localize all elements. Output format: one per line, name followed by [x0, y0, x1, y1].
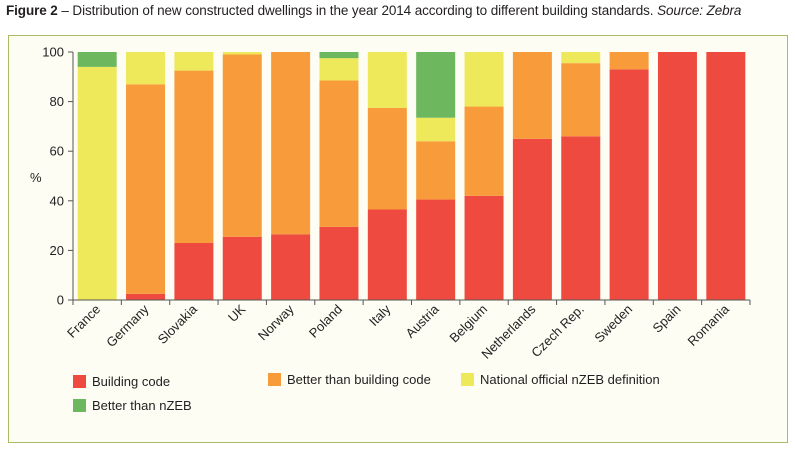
- bar-belgium-better-than-building-code: [464, 106, 504, 196]
- bar-czech-rep-building-code: [561, 136, 601, 300]
- legend-label-better-than-building-code: Better than building code: [287, 372, 431, 387]
- chart-frame: 0 20 40 60 80 100% France Germany Slovakia UK Norw…: [8, 35, 788, 443]
- bar-netherlands-building-code: [512, 138, 552, 300]
- bar-germany-better-than-building-code: [126, 84, 166, 294]
- bar-norway-building-code: [271, 234, 311, 300]
- y-tick-label-80: 80: [50, 94, 64, 109]
- bar-belgium-building-code: [464, 195, 504, 300]
- bar-slovakia-better-than-building-code: [174, 70, 214, 243]
- bar-austria-building-code: [416, 199, 456, 300]
- y-tick-label-60: 60: [50, 144, 64, 159]
- legend-swatch-building-code: [73, 375, 86, 388]
- caption-text: – Distribution of new constructed dwelli…: [57, 3, 658, 18]
- x-tick-label-czech-rep: Czech Rep.: [528, 302, 587, 361]
- bar-austria-better-than-building-code: [416, 141, 456, 200]
- bar-uk-better-than-building-code: [222, 54, 262, 237]
- x-tick-label-austria: Austria: [403, 301, 443, 341]
- y-tick-label-0: 0: [57, 293, 64, 308]
- legend-item-building-code: Building code: [73, 374, 170, 389]
- x-tick-label-belgium: Belgium: [446, 302, 490, 346]
- bar-austria-national-official-nzeb-definition: [416, 117, 456, 142]
- bar-slovakia-national-official-nzeb-definition: [174, 52, 214, 71]
- bar-germany-building-code: [126, 293, 166, 300]
- legend-label-national-nzeb: National official nZEB definition: [480, 372, 660, 387]
- bar-slovakia-building-code: [174, 242, 214, 300]
- figure-caption: Figure 2 – Distribution of new construct…: [6, 3, 791, 18]
- bar-poland-national-official-nzeb-definition: [319, 58, 359, 81]
- bar-poland-better-than-building-code: [319, 80, 359, 227]
- x-tick-label-romania: Romania: [685, 301, 733, 349]
- x-tick-label-germany: Germany: [103, 301, 152, 350]
- caption-source: Source: Zebra: [657, 3, 742, 18]
- bar-sweden-better-than-building-code: [609, 52, 649, 70]
- bar-czech-rep-better-than-building-code: [561, 63, 601, 137]
- bar-norway-better-than-building-code: [271, 52, 311, 235]
- legend-swatch-better-than-building-code: [268, 373, 281, 386]
- bar-italy-better-than-building-code: [367, 107, 407, 210]
- bar-italy-building-code: [367, 209, 407, 300]
- bar-france-better-than-nzeb: [77, 52, 117, 67]
- bar-france-national-official-nzeb-definition: [77, 66, 117, 300]
- x-tick-label-italy: Italy: [366, 301, 394, 329]
- bar-romania-building-code: [706, 52, 746, 300]
- y-axis-label: %: [30, 170, 42, 185]
- legend-item-national-nzeb: National official nZEB definition: [461, 372, 660, 387]
- bar-czech-rep-national-official-nzeb-definition: [561, 52, 601, 64]
- legend-swatch-national-nzeb: [461, 373, 474, 386]
- figure-label: Figure 2: [6, 3, 58, 18]
- x-tick-label-sweden: Sweden: [591, 302, 635, 346]
- y-tick-label-20: 20: [50, 243, 64, 258]
- x-tick-label-france: France: [64, 302, 103, 341]
- x-tick-label-uk: UK: [225, 301, 249, 325]
- bar-sweden-building-code: [609, 69, 649, 300]
- x-tick-label-spain: Spain: [649, 302, 683, 336]
- y-tick-label-40: 40: [50, 193, 64, 208]
- x-tick-label-poland: Poland: [306, 302, 345, 341]
- y-tick-label-100: 100: [42, 45, 64, 60]
- chart-plot: 0 20 40 60 80 100% France Germany Slovakia UK Norw…: [30, 45, 751, 362]
- x-tick-label-slovakia: Slovakia: [155, 301, 201, 347]
- x-tick-label-norway: Norway: [255, 301, 297, 343]
- legend-item-better-than-building-code: Better than building code: [268, 372, 431, 387]
- bar-uk-building-code: [222, 236, 262, 300]
- bar-netherlands-better-than-building-code: [512, 52, 552, 139]
- bar-spain-building-code: [657, 52, 697, 300]
- legend-label-better-than-nzeb: Better than nZEB: [92, 398, 192, 413]
- bar-belgium-national-official-nzeb-definition: [464, 52, 504, 107]
- legend-item-better-than-nzeb: Better than nZEB: [73, 398, 192, 413]
- bar-austria-better-than-nzeb: [416, 52, 456, 118]
- bar-poland-better-than-nzeb: [319, 52, 359, 59]
- bar-italy-national-official-nzeb-definition: [367, 52, 407, 108]
- bar-uk-national-official-nzeb-definition: [222, 52, 262, 55]
- legend-swatch-better-than-nzeb: [73, 399, 86, 412]
- bar-germany-national-official-nzeb-definition: [126, 52, 166, 85]
- legend-label-building-code: Building code: [92, 374, 171, 389]
- bar-poland-building-code: [319, 226, 359, 300]
